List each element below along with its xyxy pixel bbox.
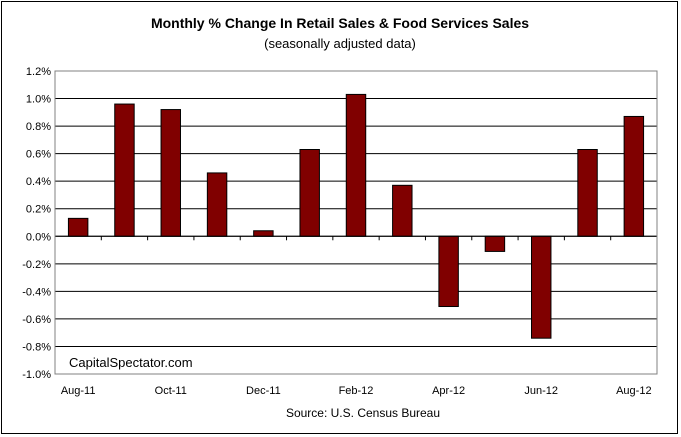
y-tick-label: -0.6%	[22, 314, 51, 326]
y-tick-label: 1.2%	[26, 66, 51, 78]
bar-sep-11	[114, 103, 135, 237]
bar-may-12	[484, 235, 506, 252]
x-axis-tick-labels: Aug-11 Oct-11 Dec-11 Feb-12 Apr-12 Jun-12 Aug-…	[61, 385, 652, 397]
y-tick-label: -1.0%	[22, 369, 51, 381]
bar-jan-12	[299, 149, 320, 237]
y-tick-label: 0.8%	[26, 121, 51, 133]
y-tick-label: 0.6%	[26, 149, 51, 161]
x-tick-label: Aug-11	[61, 385, 96, 397]
x-tick-label: Jun-12	[524, 385, 558, 397]
chart-subtitle: (seasonally adjusted data)	[264, 36, 416, 51]
watermark-label: CapitalSpectator.com	[69, 355, 193, 370]
bar-mar-12	[392, 184, 413, 237]
y-tick-label: -0.8%	[22, 341, 51, 353]
bar-apr-12	[438, 235, 459, 308]
x-tick-label: Dec-11	[246, 385, 281, 397]
y-tick-label: 0.2%	[26, 204, 51, 216]
bar-feb-12	[345, 93, 367, 237]
bar-nov-11	[206, 172, 228, 237]
bar-aug-11	[67, 217, 89, 237]
chart-title: Monthly % Change In Retail Sales & Food …	[151, 15, 529, 31]
bars	[54, 93, 658, 339]
source-label: Source: U.S. Census Bureau	[286, 406, 440, 420]
bar-jun-12	[531, 235, 552, 339]
x-tick-label: Feb-12	[339, 385, 374, 397]
y-tick-label: -0.2%	[22, 259, 51, 271]
y-tick-label: 0.0%	[26, 231, 51, 243]
y-tick-label: 1.0%	[26, 94, 51, 106]
y-tick-label: -0.4%	[22, 286, 51, 298]
bar-jul-12	[577, 149, 598, 237]
y-axis-tick-labels: 1.2% 1.0% 0.8% 0.6% 0.4% 0.2% 0.0% -0.2% -0.4% -0…	[22, 66, 51, 381]
bar-dec-11	[253, 230, 274, 237]
bar-aug-12	[623, 115, 645, 237]
x-tick-label: Oct-11	[155, 385, 187, 397]
plot-area-border	[54, 70, 658, 375]
x-tick-label: Apr-12	[432, 385, 465, 397]
bar-oct-11	[160, 109, 181, 237]
y-tick-label: 0.4%	[26, 176, 51, 188]
x-tick-label: Aug-12	[616, 385, 651, 397]
